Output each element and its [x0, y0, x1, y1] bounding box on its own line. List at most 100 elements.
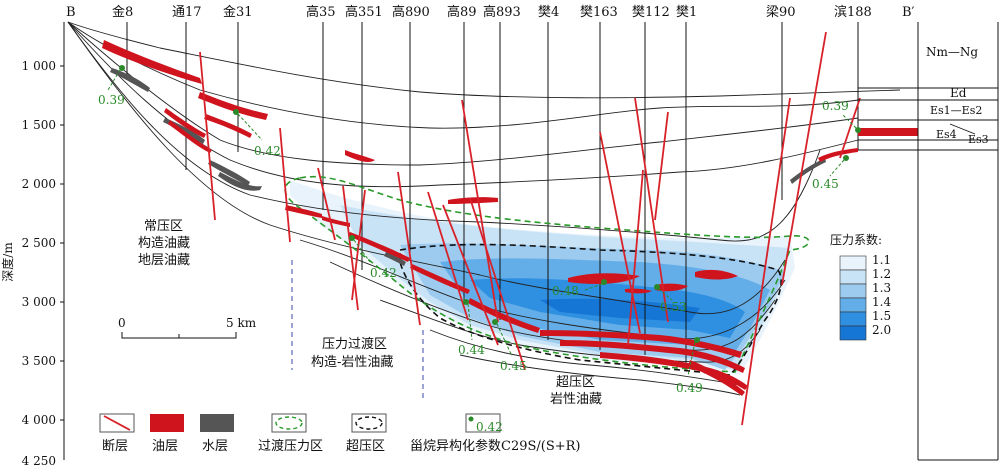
- strata-label: Es4: [936, 128, 957, 141]
- strata-label: Ed: [950, 86, 967, 100]
- pressure-zone-2-0: [540, 298, 700, 322]
- overpressure-boundary: [399, 243, 782, 376]
- depth-tick: 3 000: [22, 295, 56, 309]
- depth-axis: 1 000 1 500 2 000 2 500 3 000 3 500 4 00…: [0, 22, 65, 468]
- bottom-legend: 断层 油层 水层 过渡压力区 超压区 0.42 甾烷异构化参数C29S/(S+R…: [99, 413, 581, 454]
- well-label: 樊1: [676, 5, 697, 20]
- legend-water-swatch: [200, 414, 234, 432]
- pressure-legend-value: 1.5: [872, 309, 891, 323]
- ratio-label: 0.42: [254, 144, 281, 158]
- pressure-shading: [290, 180, 795, 375]
- well-label: 金31: [223, 4, 253, 20]
- scale-start: 0: [118, 316, 126, 330]
- pressure-swatch: [839, 311, 867, 327]
- pressure-legend: 压力系数: 1.1 1.2 1.3 1.4 1.5 2.0: [830, 232, 891, 341]
- well-label: 金8: [112, 4, 133, 20]
- well-label: 高890: [392, 4, 430, 20]
- zone-annotations: 常压区 构造油藏 地层油藏 压力过渡区 构造-岩性油藏 超压区 岩性油藏: [138, 219, 602, 407]
- scale-bar: 0 5 km: [118, 316, 257, 339]
- depth-tick: 4 000: [22, 413, 56, 427]
- pressure-legend-title: 压力系数:: [830, 232, 882, 247]
- legend-sterane-value: 0.42: [476, 420, 503, 434]
- legend-sterane-label: 甾烷异构化参数C29S/(S+R): [410, 438, 581, 454]
- legend-oil-swatch: [150, 414, 184, 432]
- legend-sterane-box: [465, 413, 501, 433]
- sample-point: [601, 279, 607, 285]
- ratio-label: 0.42: [370, 266, 397, 280]
- well-label: 通17: [172, 5, 202, 20]
- strata-label: Nm—Ng: [926, 45, 978, 59]
- stratigraphy-column: Nm—Ng Ed Es1—Es2 Es4 Es3: [858, 22, 999, 461]
- legend-transition-label: 过渡压力区: [258, 438, 323, 454]
- legend-overpressure-label: 超压区: [346, 439, 385, 454]
- legend-fault-label: 断层: [102, 439, 128, 454]
- pressure-legend-value: 1.2: [872, 267, 891, 281]
- well-label: 樊4: [538, 5, 559, 20]
- overpressure-zone-label: 岩性油藏: [550, 392, 602, 407]
- depth-tick: 4 250: [22, 454, 56, 468]
- legend-oil-label: 油层: [152, 439, 178, 454]
- legend-transition-symbol: [275, 416, 303, 430]
- depth-tick: 1 500: [22, 118, 56, 132]
- well-lines: [126, 22, 859, 370]
- ratio-label: 0.39: [98, 93, 125, 107]
- sample-point: [349, 235, 355, 241]
- legend-water-label: 水层: [202, 439, 228, 454]
- normal-zone-label: 构造油藏: [138, 236, 190, 251]
- section-end-b-prime: B′: [902, 5, 915, 20]
- well-label: 高89: [447, 4, 477, 20]
- ratio-markers: 0.39 0.42 0.42 0.44 0.45 0.48 0.53 0.49 …: [98, 65, 861, 395]
- normal-zone-label: 地层油藏: [138, 253, 190, 268]
- well-label: 滨188: [834, 4, 872, 20]
- well-label: 高35: [306, 4, 336, 20]
- sample-point: [119, 65, 125, 71]
- overpressure-zone-label: 超压区: [556, 375, 595, 390]
- strata-label: Es3: [968, 133, 989, 146]
- transition-zone-label: 压力过渡区: [322, 336, 387, 352]
- depth-axis-label: 深度/m: [0, 242, 15, 282]
- sample-point: [694, 337, 700, 343]
- well-label: 梁90: [766, 5, 796, 20]
- pressure-legend-value: 1.3: [872, 281, 891, 295]
- well-labels: B 金8 通17 金31 高35 高351 高890 高89 高893 樊4 樊…: [66, 4, 915, 20]
- ratio-label: 0.44: [458, 343, 485, 357]
- depth-tick: 2 000: [22, 177, 56, 191]
- pressure-legend-value: 1.1: [872, 253, 891, 267]
- pressure-swatch: [839, 297, 867, 313]
- depth-tick: 1 000: [22, 59, 56, 73]
- legend-sterane-point: [468, 416, 474, 422]
- depth-tick: 3 500: [22, 354, 56, 368]
- faults: [199, 31, 861, 426]
- sample-point: [463, 299, 469, 305]
- normal-zone-label: 常压区: [144, 219, 183, 234]
- well-label: 樊112: [632, 5, 670, 20]
- well-label: 樊163: [580, 5, 618, 20]
- pressure-legend-value: 2.0: [872, 323, 891, 337]
- ratio-label: 0.39: [822, 99, 849, 113]
- ratio-label: 0.45: [500, 359, 527, 373]
- sample-point: [492, 319, 498, 325]
- legend-overpressure-symbol: [355, 416, 383, 430]
- well-label: 高893: [483, 4, 521, 20]
- dashed-well-lines: [291, 260, 424, 400]
- sample-point: [654, 284, 660, 290]
- ratio-label: 0.53: [660, 300, 687, 314]
- well-label: 高351: [345, 4, 383, 20]
- strata-label: Es1—Es2: [930, 104, 982, 117]
- legend-fault-symbol: [103, 415, 131, 431]
- section-end-b: B: [66, 5, 76, 20]
- scale-end: 5 km: [226, 316, 257, 330]
- transition-zone-label: 构造-岩性油藏: [311, 355, 393, 370]
- ratio-label: 0.49: [676, 381, 703, 395]
- sample-point: [233, 109, 239, 115]
- ratio-label: 0.45: [812, 177, 839, 191]
- pressure-swatch: [839, 283, 867, 299]
- sample-point: [843, 155, 849, 161]
- ratio-label: 0.48: [552, 284, 579, 298]
- pressure-swatch: [839, 325, 867, 341]
- pressure-swatch: [839, 269, 867, 285]
- pressure-swatch: [839, 255, 867, 271]
- pressure-legend-value: 1.4: [872, 295, 891, 309]
- sample-point: [855, 127, 861, 133]
